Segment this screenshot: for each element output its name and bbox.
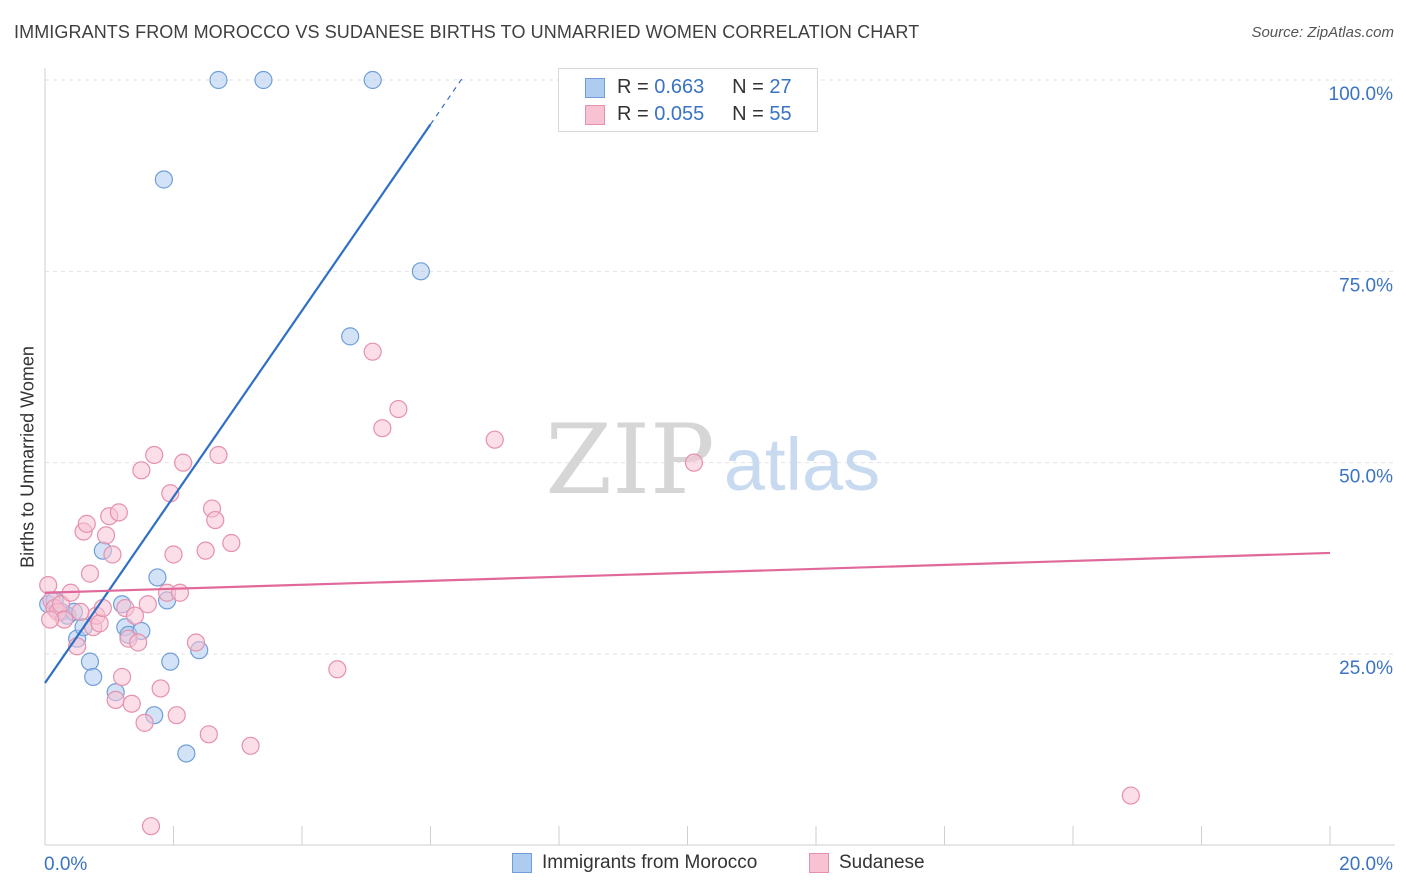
n-value-morocco: 27	[769, 76, 792, 98]
sudanese-point	[241, 736, 260, 755]
morocco-trend-extension	[430, 77, 464, 125]
sudanese-trend-line	[44, 551, 1331, 594]
morocco-point	[84, 667, 103, 687]
sudanese-point	[151, 679, 170, 698]
sudanese-point	[96, 526, 116, 545]
sudanese-point	[103, 545, 122, 564]
sudanese-point	[164, 545, 183, 564]
axes	[44, 68, 1395, 846]
y-tick-label-25: 25.0%	[1339, 658, 1393, 679]
chart-title: IMMIGRANTS FROM MOROCCO VS SUDANESE BIRT…	[14, 22, 920, 42]
sudanese-point	[90, 614, 109, 633]
watermark: ZIP atlas	[545, 404, 880, 516]
sudanese-point	[129, 633, 148, 652]
sudanese-point	[209, 445, 228, 465]
sudanese-point	[206, 510, 225, 530]
morocco-point	[363, 70, 382, 90]
legend-label-morocco: Immigrants from Morocco	[542, 852, 758, 873]
tick-labels: 25.0% 50.0% 75.0% 100.0% 0.0% 20.0%	[44, 84, 1393, 875]
n-label: N =	[732, 76, 764, 98]
morocco-point	[80, 652, 100, 671]
r-label: R =	[617, 76, 649, 98]
sudanese-point	[328, 660, 347, 679]
morocco-trend-line	[44, 123, 432, 684]
x-tick-label-20: 20.0%	[1339, 854, 1393, 875]
stats-legend: R = 0.663 N = 27 R = 0.055 N = 55	[558, 68, 818, 132]
sudanese-point	[186, 633, 206, 652]
sudanese-point	[145, 445, 164, 465]
sudanese-point	[174, 453, 193, 472]
sudanese-point	[77, 514, 96, 533]
sudanese-point	[41, 610, 60, 629]
r-value-sudanese: 0.055	[654, 103, 705, 125]
sudanese-point	[125, 606, 145, 625]
r-value-morocco: 0.663	[654, 76, 705, 98]
morocco-point	[254, 70, 273, 90]
morocco-point	[148, 568, 167, 587]
source-credit: Source: ZipAtlas.com	[1251, 24, 1394, 41]
n-value-sudanese: 55	[769, 103, 792, 125]
sudanese-point	[122, 694, 141, 713]
morocco-point	[177, 744, 196, 763]
sudanese-point	[389, 399, 408, 419]
morocco-point	[154, 170, 173, 189]
sudanese-point	[71, 602, 90, 621]
y-tick-label-75: 75.0%	[1339, 275, 1393, 296]
y-tick-label-50: 50.0%	[1339, 467, 1393, 488]
sudanese-point	[112, 667, 132, 687]
sudanese-point	[196, 541, 215, 560]
sudanese-point	[138, 595, 157, 614]
sudanese-point	[373, 419, 392, 438]
sudanese-point	[222, 533, 241, 553]
sudanese-point	[106, 690, 125, 709]
sudanese-point	[141, 817, 161, 836]
sudanese-point	[199, 725, 218, 744]
gridlines	[45, 79, 1395, 655]
sudanese-point	[80, 564, 100, 583]
legend-swatch-morocco	[512, 853, 532, 873]
morocco-point	[161, 652, 180, 671]
sudanese-point	[1121, 786, 1140, 805]
n-label: N =	[732, 103, 764, 125]
watermark-atlas: atlas	[724, 423, 880, 506]
sudanese-point	[135, 713, 154, 732]
legend-swatch-sudanese	[585, 105, 605, 125]
r-label: R =	[617, 103, 649, 125]
sudanese-point	[684, 453, 704, 472]
sudanese-point	[109, 503, 128, 522]
sudanese-point	[167, 706, 186, 725]
y-tick-label-100: 100.0%	[1329, 84, 1394, 105]
x-tick-label-0: 0.0%	[44, 854, 87, 875]
sudanese-point	[132, 461, 151, 480]
morocco-point	[209, 70, 228, 90]
morocco-point	[411, 262, 430, 281]
morocco-point	[341, 327, 360, 346]
legend-swatch-morocco	[585, 78, 605, 98]
trend-lines	[44, 77, 1331, 684]
sudanese-point	[363, 342, 382, 361]
sudanese-point	[485, 430, 504, 449]
legend-label-sudanese: Sudanese	[839, 852, 925, 873]
legend-swatch-sudanese	[809, 853, 829, 873]
sudanese-point	[170, 583, 190, 602]
sudanese-point	[39, 575, 58, 595]
